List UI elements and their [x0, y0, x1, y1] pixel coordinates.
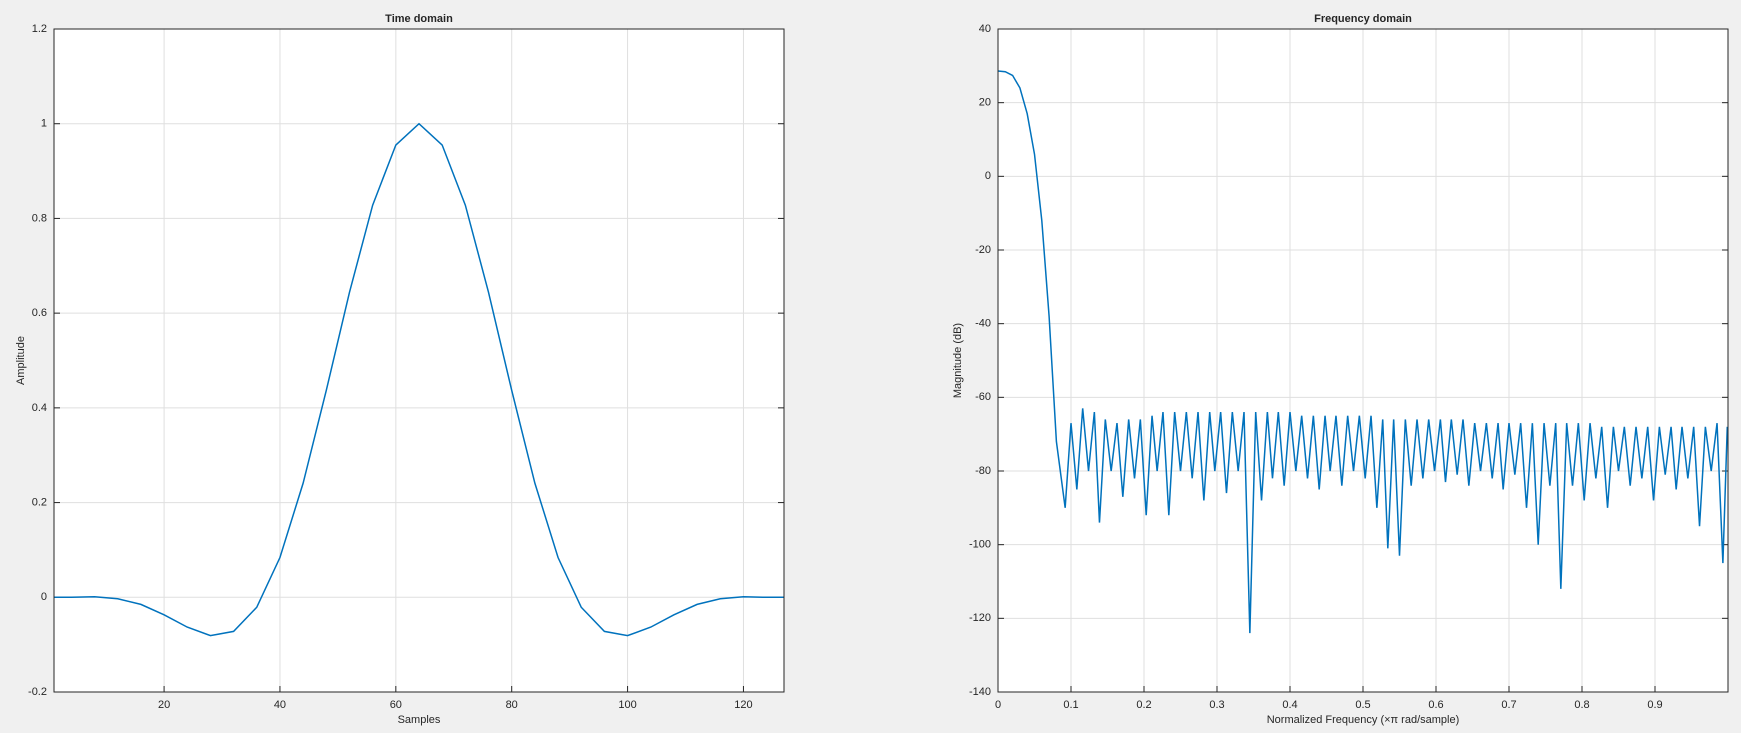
axes-box: [997, 28, 1729, 693]
y-tick-label: 20: [979, 97, 991, 109]
x-tick-label: 0.8: [1574, 699, 1589, 711]
plot-area: [54, 29, 784, 692]
chart-title: Frequency domain: [1314, 13, 1412, 25]
x-tick-label: 0.4: [1282, 699, 1297, 711]
y-tick-label: -60: [975, 391, 991, 403]
y-tick-label: 0: [41, 591, 47, 603]
x-axis-label: Samples: [398, 714, 441, 726]
x-tick-label: 80: [506, 699, 518, 711]
y-tick-label: -0.2: [28, 686, 47, 698]
x-tick-label: 0: [995, 699, 1001, 711]
chart-title: Time domain: [385, 13, 453, 25]
y-tick-label: 0.8: [32, 212, 47, 224]
y-tick-label: -120: [969, 612, 991, 624]
y-tick-label: 0: [985, 170, 991, 182]
y-tick-label: 0.4: [32, 402, 47, 414]
y-tick-label: -40: [975, 318, 991, 330]
x-tick-label: 0.7: [1501, 699, 1516, 711]
x-tick-label: 40: [274, 699, 286, 711]
x-tick-label: 0.1: [1063, 699, 1078, 711]
y-tick-label: -20: [975, 244, 991, 256]
y-tick-label: -80: [975, 465, 991, 477]
y-tick-label: 0.2: [32, 496, 47, 508]
y-axis-label: Amplitude: [15, 336, 27, 385]
x-tick-label: 0.6: [1428, 699, 1443, 711]
y-tick-label: 0.6: [32, 307, 47, 319]
x-tick-label: 20: [158, 699, 170, 711]
data-line: [997, 70, 1729, 634]
x-tick-label: 100: [618, 699, 636, 711]
y-tick-label: -140: [969, 686, 991, 698]
y-tick-label: 1: [41, 118, 47, 130]
x-tick-label: 120: [734, 699, 752, 711]
x-tick-label: 0.5: [1355, 699, 1370, 711]
y-tick-label: 40: [979, 23, 991, 35]
x-axis-label: Normalized Frequency (×π rad/sample): [1267, 714, 1460, 726]
x-tick-label: 60: [390, 699, 402, 711]
y-tick-label: -100: [969, 539, 991, 551]
x-tick-label: 0.2: [1136, 699, 1151, 711]
data-line: [54, 122, 784, 637]
axes-box: [53, 28, 785, 693]
x-tick-label: 0.9: [1647, 699, 1662, 711]
x-tick-label: 0.3: [1209, 699, 1224, 711]
y-axis-label: Magnitude (dB): [952, 323, 964, 398]
y-tick-label: 1.2: [32, 23, 47, 35]
